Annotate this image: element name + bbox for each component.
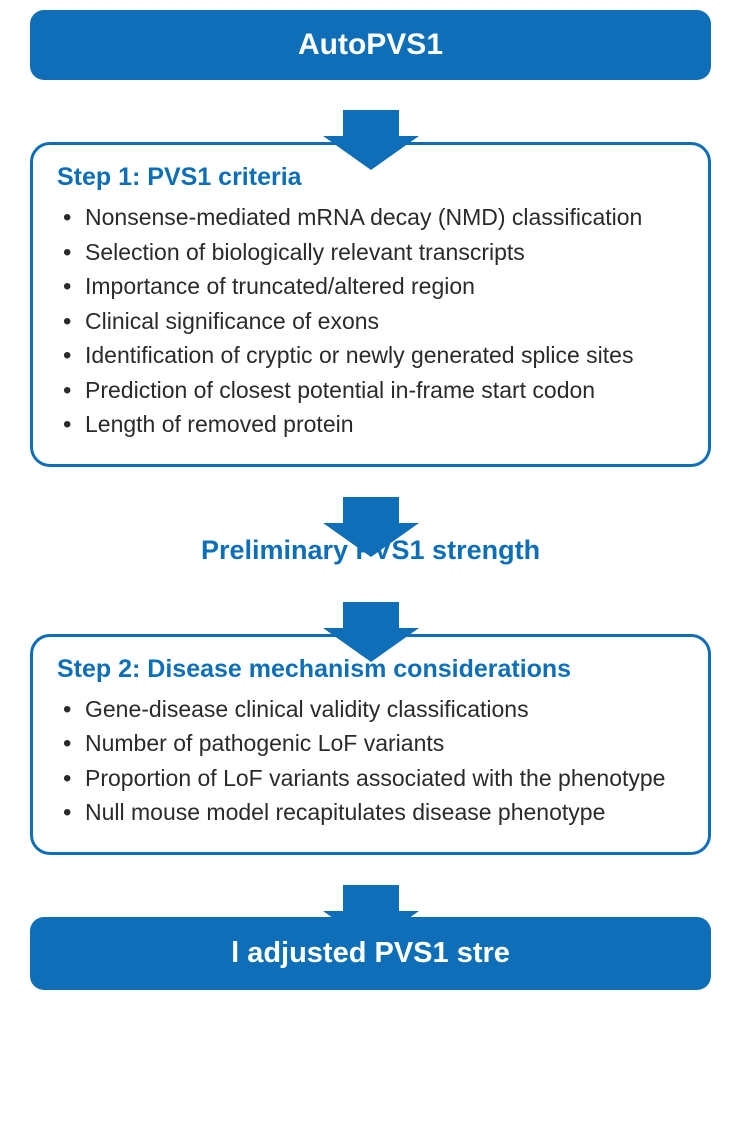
list-item: Nonsense-mediated mRNA decay (NMD) class…: [57, 200, 684, 235]
step2-box: Step 2: Disease mechanism considerations…: [30, 634, 711, 855]
step2-list: Gene-disease clinical validity classific…: [57, 692, 684, 830]
step1-list: Nonsense-mediated mRNA decay (NMD) class…: [57, 200, 684, 442]
list-item: Identification of cryptic or newly gener…: [57, 338, 684, 373]
list-item: Selection of biologically relevant trans…: [57, 235, 684, 270]
list-item: Clinical significance of exons: [57, 304, 684, 339]
arrow-1: [30, 80, 711, 142]
arrow-2: [30, 467, 711, 529]
arrow-4: [30, 855, 711, 917]
list-item: Prediction of closest potential in-frame…: [57, 373, 684, 408]
list-item: Number of pathogenic LoF variants: [57, 726, 684, 761]
list-item: Proportion of LoF variants associated wi…: [57, 761, 684, 796]
final-text: l adjusted PVS1 stre: [231, 937, 510, 969]
list-item: Null mouse model recapitulates disease p…: [57, 795, 684, 830]
final-box: l adjusted PVS1 stre: [30, 917, 711, 990]
list-item: Gene-disease clinical validity classific…: [57, 692, 684, 727]
title-box: AutoPVS1: [30, 10, 711, 80]
list-item: Length of removed protein: [57, 407, 684, 442]
arrow-3: [30, 572, 711, 634]
title-text: AutoPVS1: [298, 28, 443, 61]
list-item: Importance of truncated/altered region: [57, 269, 684, 304]
step1-box: Step 1: PVS1 criteria Nonsense-mediated …: [30, 142, 711, 467]
